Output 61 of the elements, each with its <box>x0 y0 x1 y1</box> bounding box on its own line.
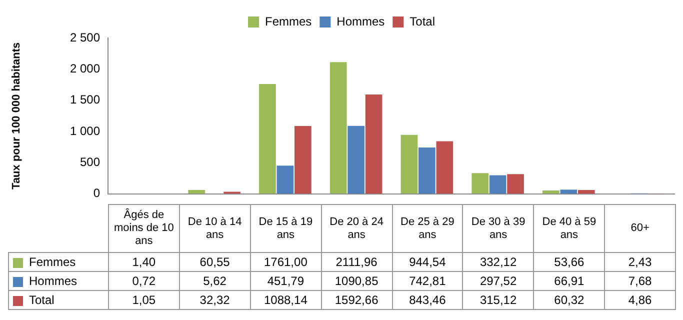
data-label: 66,91 <box>534 272 605 290</box>
bar <box>418 148 436 194</box>
data-label: 2,43 <box>604 252 676 272</box>
x-tick-label: De 15 à 19 ans <box>250 204 322 252</box>
data-label: 1090,85 <box>321 272 392 290</box>
bar <box>560 190 578 194</box>
bar <box>472 173 489 194</box>
y-tick-label: 0 <box>93 186 100 200</box>
x-tick-label: De 10 à 14 ans <box>179 204 250 252</box>
data-label: 60,32 <box>534 290 605 310</box>
bar <box>294 126 312 194</box>
data-label: 1088,14 <box>250 290 322 310</box>
y-tick-label: 2 000 <box>70 61 100 76</box>
bar <box>259 84 276 194</box>
data-label: 7,68 <box>604 272 676 290</box>
data-label: 944,54 <box>392 252 463 272</box>
data-label: 60,55 <box>179 252 250 272</box>
bar <box>348 126 364 194</box>
legend-label: Femmes <box>264 14 312 28</box>
y-axis-title: Taux pour 100 000 habitants <box>10 42 23 190</box>
data-label: 315,12 <box>462 290 534 310</box>
data-label: 4,86 <box>604 290 676 310</box>
data-label: 843,46 <box>392 290 463 310</box>
bar <box>542 190 560 194</box>
data-label: 1,05 <box>108 290 180 310</box>
y-tick-label: 2 500 <box>70 30 100 44</box>
legend-label: Total <box>410 14 436 28</box>
bar <box>489 175 506 194</box>
y-tick-label: 1 000 <box>70 124 100 138</box>
x-tick-label: Âgés de moins de 10 ans <box>108 204 180 252</box>
text: Total <box>29 293 54 307</box>
data-label: 742,81 <box>392 272 463 290</box>
data-label: 32,32 <box>179 290 250 310</box>
bar <box>436 141 454 194</box>
bar <box>330 62 347 194</box>
y-tick-label: 500 <box>80 154 100 169</box>
y-tick-label: 1 500 <box>70 92 100 107</box>
data-label: 53,66 <box>534 252 605 272</box>
data-label: 332,12 <box>462 252 534 272</box>
data-label: 2111,96 <box>321 252 392 272</box>
data-label: 1592,66 <box>321 290 392 310</box>
data-label: 1,40 <box>108 252 180 272</box>
text: Hommes <box>29 274 78 288</box>
x-tick-label: De 30 à 39 ans <box>462 204 534 252</box>
x-tick-label: De 25 à 29 ans <box>392 204 463 252</box>
bar <box>507 174 524 194</box>
data-label: 451,79 <box>250 272 322 290</box>
data-label: 1761,00 <box>250 252 322 272</box>
x-tick-label: 60+ <box>604 204 676 252</box>
bar <box>276 166 294 194</box>
text: Femmes <box>29 255 76 269</box>
data-label: 0,72 <box>108 272 180 290</box>
bar <box>578 190 595 194</box>
x-tick-label: De 40 à 59 ans <box>534 204 605 252</box>
x-tick-label: De 20 à 24 ans <box>321 204 392 252</box>
data-label: 5,62 <box>179 272 250 290</box>
bar <box>365 94 382 194</box>
legend-label: Hommes <box>336 14 385 28</box>
bar <box>188 190 206 194</box>
bar <box>400 134 418 194</box>
data-label: 297,52 <box>462 272 534 290</box>
